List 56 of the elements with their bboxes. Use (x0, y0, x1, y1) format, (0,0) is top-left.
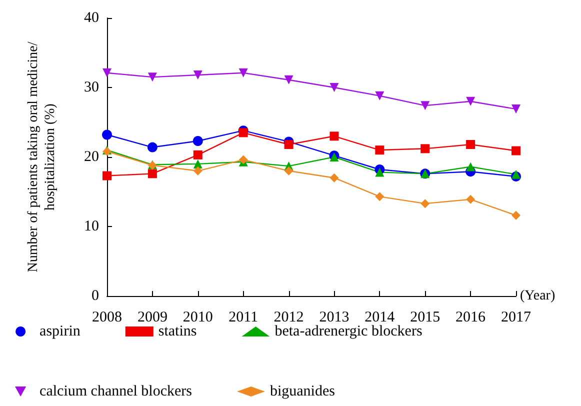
legend-label: beta-adrenergic blockers (274, 324, 422, 340)
point (193, 159, 202, 168)
point (420, 199, 430, 208)
x-axis-title: (Year) (520, 288, 556, 304)
point (284, 75, 294, 84)
y-tick-label: 0 (92, 288, 99, 304)
y-tick-label: 20 (84, 149, 99, 165)
point (512, 104, 520, 114)
x-tick-label: 2012 (274, 310, 304, 326)
point (466, 162, 476, 172)
x-tick-label: 2014 (364, 310, 396, 326)
point (512, 210, 520, 220)
point (512, 170, 520, 179)
y-tick-label: 30 (84, 80, 99, 96)
point (238, 128, 248, 138)
point (375, 168, 384, 177)
point (284, 166, 294, 176)
x-tick-label: 2016 (456, 310, 486, 326)
point (193, 70, 202, 80)
point (420, 144, 430, 154)
point (193, 150, 202, 160)
point (102, 171, 112, 180)
point (512, 146, 520, 156)
point (102, 130, 112, 140)
point (148, 72, 157, 82)
point (147, 142, 158, 152)
point (192, 136, 203, 146)
point (193, 166, 202, 176)
point (375, 91, 384, 100)
point (466, 194, 476, 204)
point (375, 192, 384, 202)
point (284, 140, 294, 149)
point (375, 146, 384, 155)
point (466, 96, 476, 106)
x-tick-label: 2009 (137, 310, 168, 326)
point (420, 101, 430, 110)
point (330, 173, 339, 182)
legend-label: statins (158, 324, 197, 340)
x-tick-label: 2011 (228, 310, 258, 326)
y-tick-label: 40 (84, 10, 99, 26)
point (330, 83, 339, 92)
point (148, 169, 157, 178)
point (466, 140, 476, 149)
x-tick-label: 2010 (182, 310, 213, 326)
x-tick-label: 2013 (319, 310, 350, 326)
x-tick-label: 2015 (410, 310, 440, 326)
x-tick-label: 2017 (501, 310, 532, 326)
legend-label: biguanides (270, 384, 336, 400)
y-tick-label: 10 (84, 218, 99, 234)
legend-label: calcium channel blockers (40, 384, 192, 400)
x-tick-label: 2008 (92, 310, 122, 326)
y-axis-title: Number of patients taking oral medicine/ hospitalization (%) (26, 42, 58, 272)
point (330, 132, 339, 141)
legend-label: aspirin (40, 324, 81, 340)
point (102, 68, 112, 78)
point (238, 68, 248, 78)
